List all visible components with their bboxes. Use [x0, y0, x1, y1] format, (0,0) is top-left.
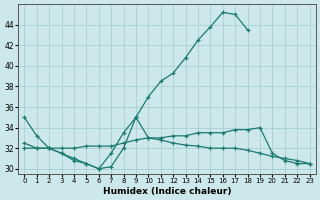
X-axis label: Humidex (Indice chaleur): Humidex (Indice chaleur) — [103, 187, 231, 196]
